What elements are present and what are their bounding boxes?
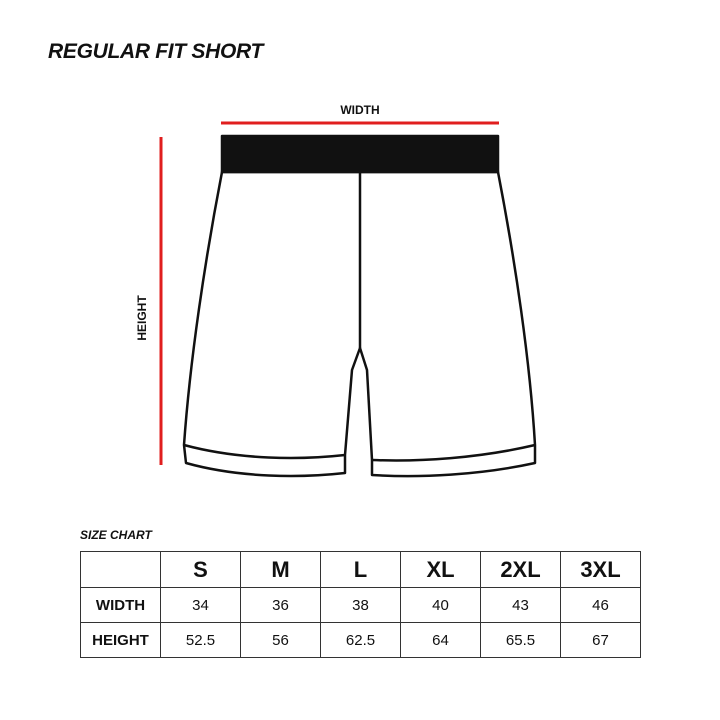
cell: 67 [560,622,641,658]
cell: 36 [240,587,321,623]
cell: 52.5 [160,622,241,658]
row-header: WIDTH [80,587,161,623]
cell: 38 [320,587,401,623]
size-header: M [240,551,321,588]
cell: 40 [400,587,481,623]
page-title: REGULAR FIT SHORT [48,40,264,63]
table-row: WIDTH 34 36 38 40 43 46 [80,587,641,623]
table-header-row: S M L XL 2XL 3XL [80,551,641,588]
waistband [220,134,500,174]
cell: 56 [240,622,321,658]
height-label: HEIGHT [135,295,149,341]
size-header: 3XL [560,551,641,588]
row-header: HEIGHT [80,622,161,658]
cell: 64 [400,622,481,658]
width-label: WIDTH [340,103,380,117]
cell: 43 [480,587,561,623]
cell: 34 [160,587,241,623]
size-chart-label: SIZE CHART [80,528,152,542]
cell: 46 [560,587,641,623]
size-table: S M L XL 2XL 3XL WIDTH 34 36 38 40 43 46… [80,551,641,658]
cell: 65.5 [480,622,561,658]
size-header: L [320,551,401,588]
corner-cell [80,551,161,588]
shorts-outline [182,134,537,478]
size-header: 2XL [480,551,561,588]
cell: 62.5 [320,622,401,658]
size-header: S [160,551,241,588]
table-row: HEIGHT 52.5 56 62.5 64 65.5 67 [80,622,641,658]
size-header: XL [400,551,481,588]
